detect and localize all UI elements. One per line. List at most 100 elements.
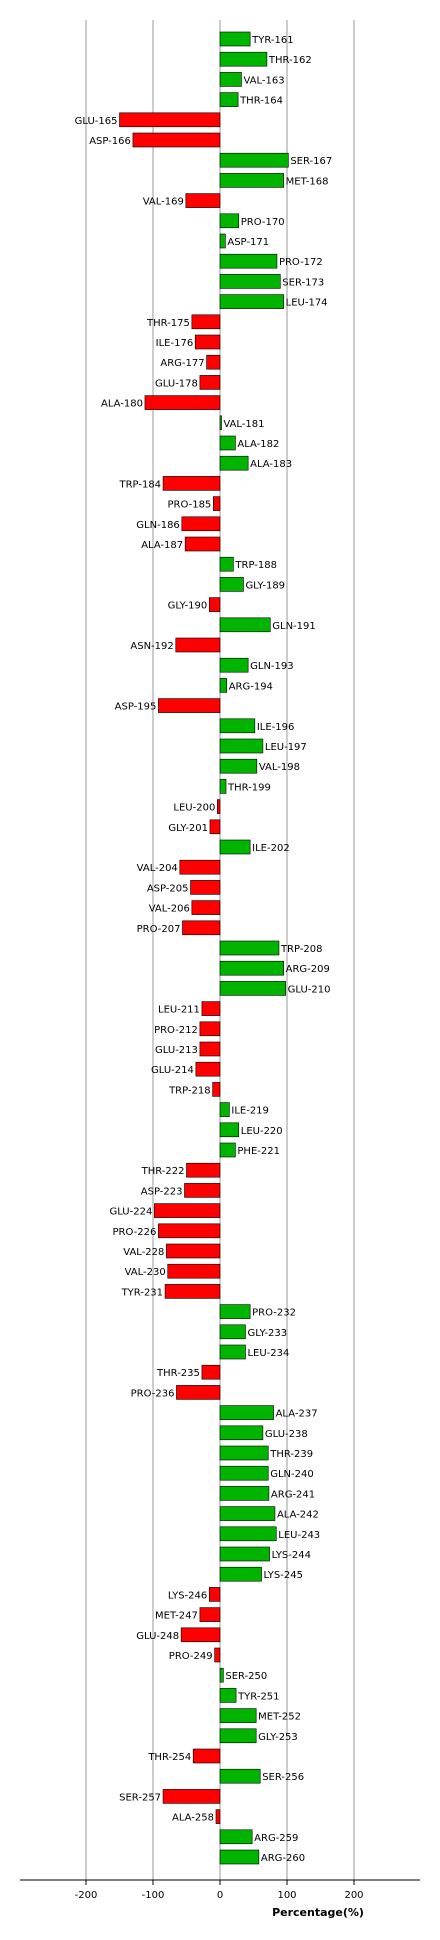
bar-leu-174 xyxy=(219,294,284,309)
bar-label: SER-250 xyxy=(225,1671,267,1682)
bar-label: GLU-165 xyxy=(75,116,118,127)
bar-val-228 xyxy=(166,1243,221,1259)
bar-trp-188 xyxy=(219,556,234,572)
bar-label: VAL-230 xyxy=(125,1267,166,1278)
bar-label: TYR-251 xyxy=(237,1691,279,1702)
bar-label: ARG-194 xyxy=(229,681,273,692)
bar-ile-176 xyxy=(194,334,221,350)
bar-label: MET-168 xyxy=(286,176,329,187)
bar-label: THR-239 xyxy=(269,1449,313,1460)
bar-gly-201 xyxy=(209,819,221,835)
bar-trp-208 xyxy=(219,940,280,956)
x-axis-title: Percentage(%) xyxy=(272,1906,364,1919)
bar-label: GLY-190 xyxy=(168,601,208,612)
bar-label: LEU-220 xyxy=(241,1126,283,1137)
bar-asn-192 xyxy=(175,637,221,653)
bar-label: THR-199 xyxy=(227,782,271,793)
bar-label: PHE-221 xyxy=(237,1146,280,1157)
bar-label: ILE-196 xyxy=(257,722,295,733)
bar-val-198 xyxy=(219,758,258,774)
bar-thr-222 xyxy=(186,1162,221,1178)
bar-label: ALA-180 xyxy=(101,399,143,410)
bar-gly-253 xyxy=(219,1728,257,1744)
bar-glu-213 xyxy=(199,1041,221,1057)
bar-label: VAL-198 xyxy=(259,762,300,773)
bar-label: ILE-202 xyxy=(252,843,290,854)
bar-label: THR-235 xyxy=(156,1368,200,1379)
bar-met-168 xyxy=(219,173,284,188)
bar-ala-187 xyxy=(184,536,221,552)
bar-thr-175 xyxy=(191,314,221,330)
bar-label: LEU-211 xyxy=(158,1005,200,1016)
bar-label: GLN-193 xyxy=(250,661,294,672)
bar-label: ARG-241 xyxy=(271,1489,315,1500)
bar-thr-162 xyxy=(219,51,268,67)
bar-lys-245 xyxy=(219,1566,262,1582)
bar-glu-238 xyxy=(219,1425,264,1441)
bar-label: SER-257 xyxy=(119,1792,161,1803)
bar-val-169 xyxy=(185,193,221,208)
bar-thr-235 xyxy=(201,1364,221,1380)
bar-label: TYR-161 xyxy=(251,35,293,46)
bar-glu-214 xyxy=(195,1061,221,1077)
x-tick-label: 0 xyxy=(217,1890,223,1901)
bar-glu-178 xyxy=(199,375,221,390)
bar-label: GLU-248 xyxy=(136,1631,179,1642)
bar-label: PRO-207 xyxy=(137,924,181,935)
bar-lys-246 xyxy=(208,1587,221,1602)
bar-met-252 xyxy=(219,1708,257,1723)
bar-label: ASP-166 xyxy=(89,136,131,147)
bar-val-204 xyxy=(179,859,221,875)
bar-pro-185 xyxy=(213,496,221,511)
bar-arg-241 xyxy=(219,1486,270,1501)
bar-asp-171 xyxy=(219,233,226,249)
bar-labels-group: TYR-161 THR-162 VAL-163 THR-164 GLU-165 ASP-1… xyxy=(75,35,333,1864)
bar-label: GLU-210 xyxy=(288,984,331,995)
bar-ala-242 xyxy=(219,1506,276,1521)
bar-label: TRP-208 xyxy=(280,944,323,955)
bar-label: ASP-171 xyxy=(227,237,269,248)
bar-label: GLY-201 xyxy=(168,823,208,834)
bar-label: ASP-195 xyxy=(115,702,157,713)
bar-pro-232 xyxy=(219,1304,251,1319)
bar-ser-167 xyxy=(219,152,289,168)
bar-ala-182 xyxy=(219,435,236,451)
bar-label: ARG-259 xyxy=(254,1833,298,1844)
bar-label: PRO-232 xyxy=(252,1308,296,1319)
bar-gly-189 xyxy=(219,577,244,592)
bar-label: ILE-219 xyxy=(231,1106,269,1117)
bar-label: ARG-260 xyxy=(261,1853,305,1864)
bar-glu-248 xyxy=(180,1627,221,1643)
bar-ala-258 xyxy=(215,1809,221,1824)
bar-pro-226 xyxy=(158,1223,221,1239)
bar-asp-166 xyxy=(132,132,221,148)
bar-label: LEU-200 xyxy=(173,803,215,814)
bar-label: GLU-213 xyxy=(155,1045,198,1056)
bar-label: MET-252 xyxy=(258,1712,301,1723)
bar-glu-210 xyxy=(219,981,286,996)
bar-leu-197 xyxy=(219,738,264,754)
bar-tyr-231 xyxy=(164,1284,221,1299)
bar-ile-196 xyxy=(219,718,256,734)
bar-ile-202 xyxy=(219,839,251,855)
x-tick-label: -200 xyxy=(75,1890,98,1901)
bar-label: LEU-234 xyxy=(247,1348,289,1359)
x-tick-label: -100 xyxy=(142,1890,165,1901)
bar-gln-240 xyxy=(219,1465,269,1481)
bar-trp-218 xyxy=(212,1082,221,1097)
bar-ser-256 xyxy=(219,1768,261,1784)
bar-label: GLN-240 xyxy=(270,1469,314,1480)
bar-pro-236 xyxy=(176,1385,221,1400)
bar-label: THR-164 xyxy=(239,96,283,107)
bar-leu-200 xyxy=(217,799,221,814)
bars-group xyxy=(119,31,289,1865)
bar-label: PRO-172 xyxy=(279,257,323,268)
bar-val-163 xyxy=(219,72,242,87)
bar-label: THR-175 xyxy=(146,318,190,329)
bar-asp-195 xyxy=(158,698,221,713)
bar-gly-233 xyxy=(219,1324,246,1340)
bar-ala-180 xyxy=(144,395,221,410)
bar-glu-224 xyxy=(154,1203,221,1218)
bar-arg-209 xyxy=(219,960,284,976)
